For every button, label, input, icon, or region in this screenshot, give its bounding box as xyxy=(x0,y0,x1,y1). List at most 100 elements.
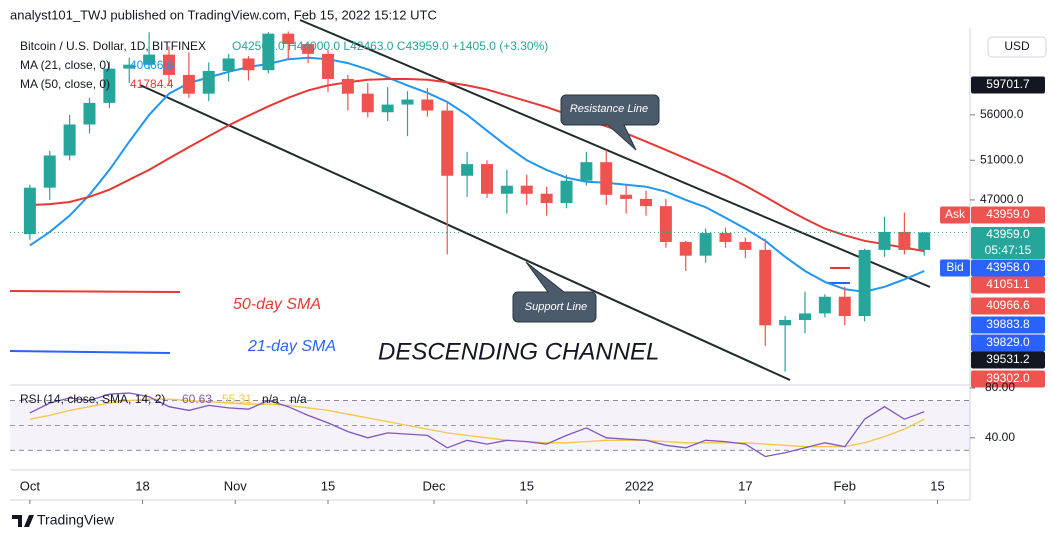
ma-line xyxy=(29,56,925,293)
rsi-na: n/a xyxy=(262,392,279,406)
price-label: 39302.0 xyxy=(986,371,1030,385)
candle-body xyxy=(759,249,772,326)
candle-body xyxy=(659,206,672,242)
price-label-box xyxy=(971,76,1045,94)
candle-body xyxy=(182,74,195,94)
footer-brand: TradingView xyxy=(37,512,115,528)
x-tick-label: Nov xyxy=(224,478,248,493)
candle-body xyxy=(540,193,553,204)
candle-body xyxy=(858,249,871,317)
price-label: 40966.6 xyxy=(986,298,1030,312)
countdown: 05:47:15 xyxy=(985,243,1032,257)
x-tick-label: 15 xyxy=(321,478,335,493)
candle-body xyxy=(520,185,533,194)
price-label-box xyxy=(971,206,1045,224)
candle-body xyxy=(699,233,712,256)
legend-line-21 xyxy=(9,350,171,354)
price-label-box xyxy=(971,259,1045,277)
price-label: 43959.0 xyxy=(986,227,1030,241)
sma50-label: 50-day SMA xyxy=(233,296,321,313)
sma21-label: 21-day SMA xyxy=(247,338,336,355)
y-tick-label: 51000.0 xyxy=(980,152,1024,166)
support-trendline xyxy=(139,84,791,381)
ohlc: O42567.0 H44000.0 L42463.0 C43959.0 +140… xyxy=(232,39,548,53)
rsi-line xyxy=(29,392,925,458)
rsi-na: n/a xyxy=(290,392,307,406)
price-label-box xyxy=(971,351,1045,369)
price-label: 59701.7 xyxy=(986,77,1030,91)
logo-mark xyxy=(12,515,34,527)
candle-body xyxy=(143,54,156,65)
symbol-title: Bitcoin / U.S. Dollar, 1D, BITFINEX xyxy=(20,39,206,53)
x-tick-label: 18 xyxy=(135,478,149,493)
x-tick-label: 15 xyxy=(930,478,944,493)
price-label-box xyxy=(971,334,1045,352)
price-label: 39883.8 xyxy=(986,317,1030,331)
candle-body xyxy=(123,64,136,69)
currency: USD xyxy=(1004,39,1030,53)
candle-body xyxy=(640,198,652,207)
y-tick-label: 56000.0 xyxy=(980,107,1024,121)
candle-body xyxy=(242,58,255,71)
candle-body xyxy=(322,53,334,79)
candle-body xyxy=(679,241,692,256)
candle-body xyxy=(262,33,275,71)
candle-body xyxy=(361,93,374,113)
price-label: 39829.0 xyxy=(986,335,1030,349)
ma-legend: MA (50, close, 0) xyxy=(20,77,110,91)
x-tick-label: Dec xyxy=(422,478,446,493)
candle-body xyxy=(560,180,573,204)
candle-body xyxy=(23,187,36,235)
rsi-line xyxy=(29,398,925,448)
x-tick-label: Feb xyxy=(834,478,856,493)
candle-body xyxy=(302,44,315,54)
candle-body xyxy=(341,78,354,94)
candle-body xyxy=(600,162,613,195)
rsi-pane xyxy=(10,392,970,458)
price-label-box xyxy=(971,316,1045,334)
price-tag: Ask xyxy=(945,207,966,221)
currency-badge[interactable] xyxy=(987,36,1047,58)
resistance-trendline xyxy=(299,19,931,288)
price-tag-box xyxy=(940,206,970,224)
candle-body xyxy=(63,124,76,156)
candle-body xyxy=(421,99,434,111)
candle-body xyxy=(838,296,851,317)
support-label: Support Line xyxy=(525,301,587,313)
ma-value: 40666.6 xyxy=(130,58,174,72)
candle-body xyxy=(799,313,811,320)
candle-body xyxy=(202,70,215,94)
rsi-value: 60.63 xyxy=(182,392,212,406)
y-tick-label: 80.00 xyxy=(985,380,1015,394)
x-tick-label: 17 xyxy=(738,478,752,493)
candle-body xyxy=(878,231,891,250)
legend-line-50 xyxy=(9,290,181,293)
candle-body xyxy=(222,58,235,71)
candle-body xyxy=(918,232,931,250)
channel-label: DESCENDING CHANNEL xyxy=(378,338,659,365)
candle-body xyxy=(818,296,831,314)
candle-body xyxy=(163,54,175,75)
candle-body xyxy=(103,68,116,103)
price-label: 43958.0 xyxy=(986,260,1030,274)
price-label-box xyxy=(971,276,1045,294)
candle-body xyxy=(441,110,454,176)
ma-legend: MA (21, close, 0) xyxy=(20,58,110,72)
resistance-label: Resistance Line xyxy=(570,103,648,115)
candle-body xyxy=(83,102,96,125)
price-label-box xyxy=(971,297,1045,315)
footer-logo xyxy=(12,515,34,527)
candle-body xyxy=(43,155,56,188)
rsi-ma-value: 55.31 xyxy=(222,392,252,406)
price-label: 41051.1 xyxy=(986,277,1030,291)
candle-body xyxy=(779,319,792,326)
price-label: 39531.2 xyxy=(986,352,1030,366)
x-tick-label: Oct xyxy=(20,478,41,493)
candle-body xyxy=(381,104,394,113)
resistance-callout xyxy=(560,94,660,151)
x-tick-label: 15 xyxy=(520,478,534,493)
candle-body xyxy=(620,194,633,199)
candle-body xyxy=(580,162,593,181)
